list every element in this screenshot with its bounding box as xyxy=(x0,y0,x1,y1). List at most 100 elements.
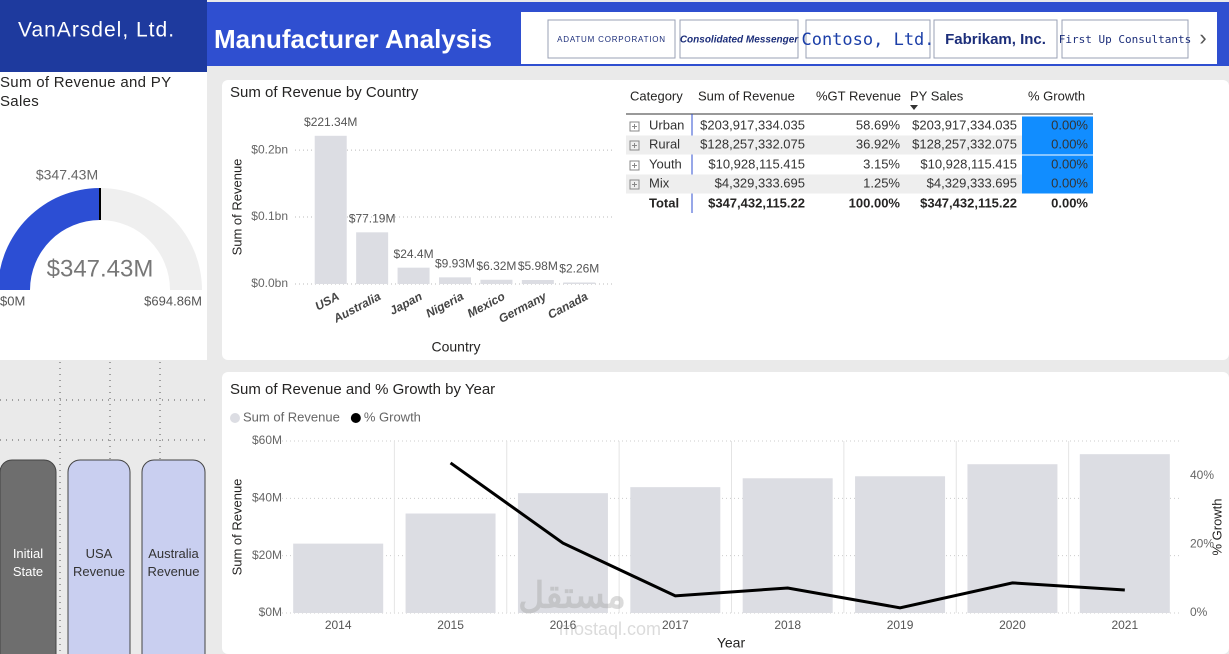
x-tick-label: 2014 xyxy=(325,618,352,632)
total-cell: $347,432,115.22 xyxy=(708,195,805,210)
bookmark-button[interactable] xyxy=(141,459,206,654)
table-cell: $4,329,333.695 xyxy=(927,175,1017,190)
expand-icon[interactable] xyxy=(629,160,640,171)
logo-button[interactable] xyxy=(933,19,1058,59)
y-tick-label: $40M xyxy=(252,491,282,505)
gauge-max: $694.86M xyxy=(144,293,202,308)
y-tick-label: $0.2bn xyxy=(251,142,288,156)
data-label: $6.32M xyxy=(476,259,516,273)
bar xyxy=(517,493,608,613)
growth-cell xyxy=(1022,135,1093,155)
brand: VanArsdel, Ltd. xyxy=(18,19,175,42)
logo[interactable]: Consolidated Messenger xyxy=(680,35,799,46)
data-label: $221.34M xyxy=(304,115,357,129)
watermark: mostaql.com xyxy=(559,619,661,639)
y-tick-label: $20M xyxy=(252,548,282,562)
logo-button[interactable] xyxy=(805,19,931,59)
bookmark-button[interactable] xyxy=(0,459,57,654)
y-axis-title: Sum of Revenue xyxy=(229,479,244,576)
button-label[interactable]: Initial State xyxy=(13,546,43,579)
data-label: $77.19M xyxy=(349,211,396,225)
row-stripe xyxy=(626,135,1022,155)
y2-tick-label: 0% xyxy=(1190,605,1208,619)
bar xyxy=(855,476,946,613)
y-tick-label: $60M xyxy=(252,433,282,447)
growth-line xyxy=(449,461,1125,610)
growth-cell xyxy=(1022,116,1093,136)
table-cell: 0.00% xyxy=(1051,156,1088,171)
logo[interactable]: First Up Consultants xyxy=(1059,33,1191,46)
table-cell: 0.00% xyxy=(1051,175,1088,190)
column-header[interactable]: % Growth xyxy=(1028,88,1085,103)
column-header[interactable]: Sum of Revenue xyxy=(698,88,795,103)
table-cell: 36.92% xyxy=(856,136,901,151)
button-label[interactable]: Australia Revenue xyxy=(147,546,199,579)
canvas-grid xyxy=(0,362,207,654)
row-stripe xyxy=(626,174,1022,194)
total-cell: $347,432,115.22 xyxy=(920,195,1017,210)
y-tick-label: $0M xyxy=(259,605,282,619)
growth-cell xyxy=(1022,174,1093,194)
table-cell: $4,329,333.695 xyxy=(715,175,805,190)
gauge-value xyxy=(0,188,100,290)
x-tick-label: 2015 xyxy=(437,618,464,632)
gauge-value-label: $347.43M xyxy=(47,255,154,282)
x-tick-label: 2017 xyxy=(662,618,689,632)
column-header[interactable]: PY Sales xyxy=(910,88,964,103)
data-label: $9.93M xyxy=(435,257,475,271)
y-tick-label: $0.1bn xyxy=(251,209,288,223)
slicer-arrow[interactable]: › xyxy=(1199,25,1206,50)
logo-button[interactable] xyxy=(1061,19,1189,59)
data-label: $2.26M xyxy=(559,262,599,276)
expand-plus xyxy=(632,143,637,148)
bar xyxy=(521,279,554,284)
x-tick-label: 2018 xyxy=(774,618,801,632)
data-label: $24.4M xyxy=(394,247,434,261)
table-cell: $128,257,332.075 xyxy=(700,136,805,151)
legend-label: Sum of Revenue xyxy=(243,409,340,424)
legend-marker xyxy=(350,413,361,423)
column-header[interactable]: %GT Revenue xyxy=(816,88,901,103)
legend-label: % Growth xyxy=(364,409,421,424)
y2-axis-title: % Growth xyxy=(1209,498,1224,555)
logo-button[interactable] xyxy=(547,19,676,59)
bookmark-button[interactable] xyxy=(67,459,131,654)
y-axis-title: Sum of Revenue xyxy=(229,159,244,256)
expand-icon[interactable] xyxy=(629,140,640,151)
logo[interactable]: Fabrikam, Inc. xyxy=(945,31,1046,48)
brand-box xyxy=(0,0,207,72)
expand-icon[interactable] xyxy=(629,121,640,132)
button-label[interactable]: USA Revenue xyxy=(73,546,125,579)
bar xyxy=(405,513,496,613)
table-cell: $203,917,334.035 xyxy=(912,117,1017,132)
total-cell: 100.00% xyxy=(849,195,901,210)
gauge-title-box: Sum of Revenue and PY Sales xyxy=(0,74,172,110)
expand-icon[interactable] xyxy=(629,179,640,190)
table-cell: 3.15% xyxy=(863,156,900,171)
total-cell: 0.00% xyxy=(1051,195,1088,210)
x-axis-title: Year xyxy=(717,635,746,651)
column-header[interactable]: Category xyxy=(630,88,683,103)
table-cell: $10,928,115.415 xyxy=(920,156,1017,171)
expand-plus xyxy=(632,163,637,168)
table-cell: $10,928,115.415 xyxy=(708,156,805,171)
gauge-title: Sum of Revenue and PY Sales xyxy=(0,74,172,110)
x-tick-label: 2021 xyxy=(1111,618,1138,632)
y-tick-label: $0.0bn xyxy=(251,276,288,290)
table-cell: 0.00% xyxy=(1051,117,1088,132)
bar xyxy=(1079,454,1170,613)
bar xyxy=(480,279,513,284)
table-cell: $203,917,334.035 xyxy=(700,117,805,132)
logo[interactable]: Contoso, Ltd. xyxy=(801,30,934,50)
chart-title: Sum of Revenue and % Growth by Year xyxy=(230,381,495,398)
data-label: $5.98M xyxy=(518,259,558,273)
watermark: مستقل xyxy=(518,575,626,616)
logo-button[interactable] xyxy=(679,19,799,59)
total-cell: Total xyxy=(649,195,679,210)
expand-plus xyxy=(632,124,637,129)
x-tick-label: 2019 xyxy=(887,618,914,632)
logo[interactable]: ADATUM CORPORATION xyxy=(557,35,666,44)
table-cell: 0.00% xyxy=(1051,136,1088,151)
table-cell: Urban xyxy=(649,117,684,132)
expand-plus xyxy=(632,182,637,187)
